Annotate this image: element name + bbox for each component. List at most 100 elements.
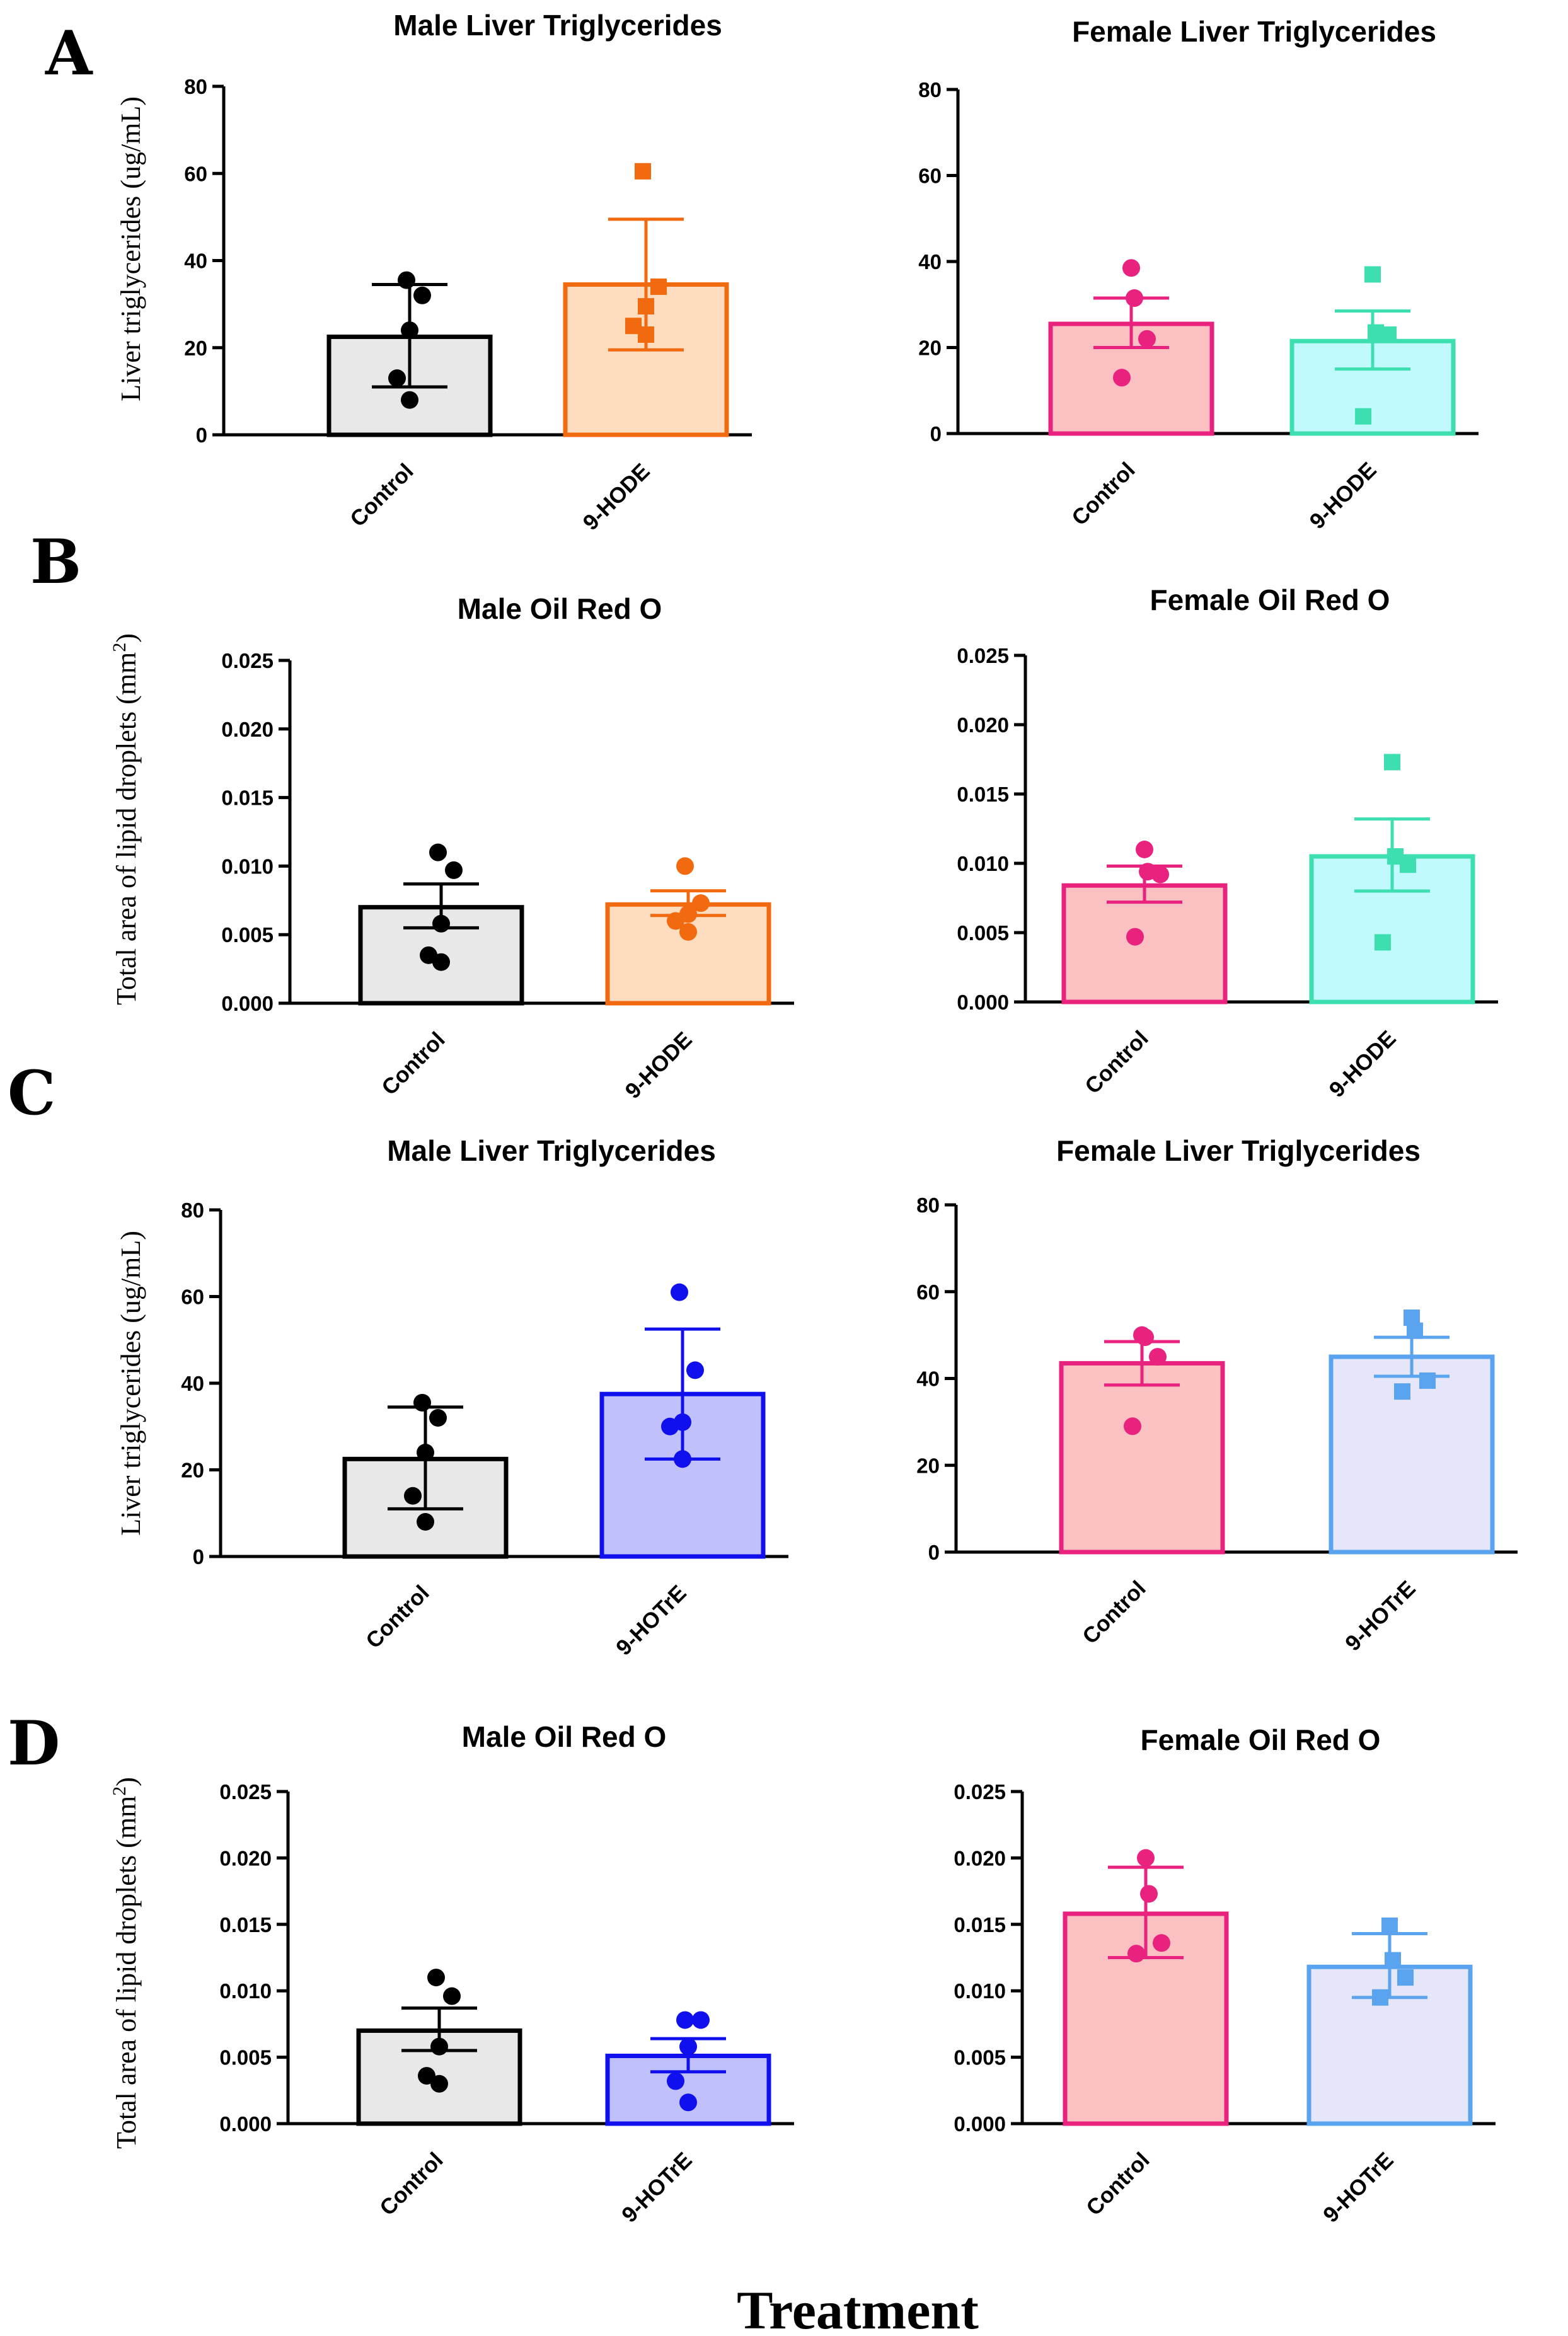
data-point xyxy=(676,2011,694,2029)
y-tick-label: 20 xyxy=(181,1459,204,1482)
data-point xyxy=(635,163,651,180)
y-tick-label: 0.015 xyxy=(221,786,274,810)
data-point xyxy=(1384,754,1400,771)
data-point xyxy=(401,391,418,409)
y-tick-label: 40 xyxy=(916,1367,940,1391)
x-category-label: Control xyxy=(1078,1576,1151,1649)
y-tick-label: 80 xyxy=(184,75,207,98)
data-point xyxy=(1364,266,1381,283)
y-tick-label: 0 xyxy=(196,423,207,447)
x-category-label: 9-HODE xyxy=(1325,1026,1401,1102)
y-tick-label: 0 xyxy=(930,422,942,446)
data-point xyxy=(692,2011,710,2029)
x-category-label: 9-HOTrE xyxy=(1318,2148,1398,2228)
y-tick-label: 80 xyxy=(918,78,942,101)
data-point xyxy=(413,1393,431,1412)
y-tick-label: 80 xyxy=(181,1199,204,1222)
chart-d-female: Female Oil Red O 0.000 0.005 0.010 0.015 0.02… xyxy=(954,1723,1496,2228)
chart-b-male: Male Oil Red O 0.000 0.005 0.010 0.015 0.020 0… xyxy=(221,592,794,1103)
y-tick-label: 0.005 xyxy=(957,921,1009,945)
x-category-label: Control xyxy=(377,1027,450,1100)
y-tick-label: 60 xyxy=(916,1280,940,1304)
y-tick-label: 60 xyxy=(184,162,207,185)
y-tick-label: 0.000 xyxy=(957,991,1009,1014)
y-tick-label: 0.025 xyxy=(954,1780,1006,1804)
data-point xyxy=(429,1409,447,1427)
y-tick-label: 0.015 xyxy=(957,783,1009,806)
y-tick-label: 0.005 xyxy=(954,2046,1006,2069)
data-point xyxy=(671,1283,688,1301)
panel-label-b: B xyxy=(30,526,81,597)
panel-label-a: A xyxy=(45,18,93,89)
bar-9-hotre xyxy=(1329,1354,1495,1555)
data-point xyxy=(418,2067,435,2085)
y-tick-label: 0.015 xyxy=(219,1913,272,1936)
data-point xyxy=(398,271,415,289)
y-tick-label: 0.010 xyxy=(221,854,274,878)
x-category-label: 9-HOTrE xyxy=(1340,1576,1421,1656)
data-point xyxy=(1385,1952,1401,1969)
data-point xyxy=(667,912,684,930)
y-tick-label: 0.015 xyxy=(954,1913,1006,1936)
data-point xyxy=(401,321,418,340)
y-tick-label: 0.025 xyxy=(957,644,1009,667)
data-point xyxy=(1372,1989,1388,2006)
data-point xyxy=(661,1417,679,1436)
y-tick-label: 40 xyxy=(184,250,207,273)
data-point xyxy=(1136,1328,1154,1347)
charts-group: Male Liver Triglycerides 0 20 40 60 80 Control… xyxy=(181,9,1518,2228)
y-axis-label-b: Total area of lipid droplets (mm2) xyxy=(109,633,142,1005)
y-axis-label-b-sup: 2 xyxy=(109,643,130,652)
data-point xyxy=(432,953,450,971)
y-tick-label: 20 xyxy=(916,1454,940,1477)
data-point xyxy=(1138,330,1156,348)
data-point xyxy=(1419,1372,1436,1389)
y-tick-label: 0.010 xyxy=(219,1979,272,2003)
data-point xyxy=(430,2037,448,2056)
y-axis-label-b-close: ) xyxy=(111,633,142,643)
data-point xyxy=(667,2072,684,2090)
data-point xyxy=(686,1361,704,1379)
y-axis-label-d-sup: 2 xyxy=(109,1787,130,1796)
y-tick-label: 60 xyxy=(918,164,942,188)
y-axis-label-b-text: Total area of lipid droplets (mm xyxy=(111,652,142,1005)
data-point xyxy=(413,286,431,304)
x-category-label: Control xyxy=(1067,457,1140,531)
data-point xyxy=(1151,865,1169,883)
data-point xyxy=(445,861,463,879)
data-point xyxy=(679,2037,697,2056)
y-tick-label: 0.000 xyxy=(954,2112,1006,2136)
data-point xyxy=(1137,1849,1155,1867)
y-tick-label: 80 xyxy=(916,1194,940,1217)
y-tick-label: 20 xyxy=(184,337,207,360)
y-tick-label: 0.000 xyxy=(219,2112,272,2136)
y-tick-label: 0 xyxy=(193,1545,204,1568)
chart-title: Female Oil Red O xyxy=(1150,584,1390,616)
y-axis-label-d-close: ) xyxy=(111,1777,142,1787)
data-point xyxy=(1124,1417,1141,1436)
data-point xyxy=(1375,934,1391,951)
data-point xyxy=(1397,1969,1414,1986)
data-point xyxy=(692,894,710,912)
data-point xyxy=(1394,1383,1410,1400)
x-category-label: Control xyxy=(345,459,418,532)
x-category-label: Control xyxy=(361,1580,434,1654)
data-point xyxy=(1127,1945,1145,1963)
data-point xyxy=(1136,841,1153,858)
chart-a-female: Female Liver Triglycerides 0 20 40 60 80 Contr… xyxy=(918,15,1479,534)
chart-title: Male Liver Triglycerides xyxy=(387,1134,716,1167)
data-point xyxy=(1381,1917,1398,1934)
y-tick-label: 0.020 xyxy=(957,713,1009,737)
data-point xyxy=(1153,1934,1170,1952)
y-tick-label: 0 xyxy=(928,1541,940,1564)
data-point xyxy=(1140,1885,1158,1903)
data-point xyxy=(417,1444,434,1461)
data-point xyxy=(679,2093,697,2112)
chart-c-female: Female Liver Triglycerides 0 20 40 60 80 Contr… xyxy=(916,1134,1518,1656)
x-category-label: 9-HODE xyxy=(621,1027,697,1103)
data-point xyxy=(427,1969,445,1987)
chart-title: Male Oil Red O xyxy=(462,1720,667,1753)
data-point xyxy=(1407,1322,1423,1339)
data-point xyxy=(1126,928,1144,946)
